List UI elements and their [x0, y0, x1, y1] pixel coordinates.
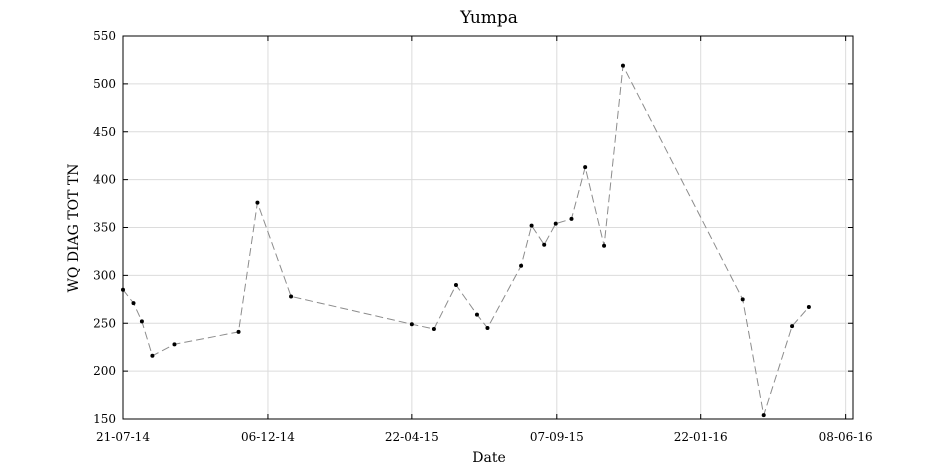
data-point	[542, 242, 547, 247]
y-tick-label: 350	[93, 221, 116, 235]
y-tick-label: 400	[93, 173, 116, 187]
grid	[123, 36, 853, 419]
x-tick-label: 08-06-16	[819, 430, 873, 444]
x-axis-label: Date	[472, 450, 505, 466]
y-tick-label: 250	[93, 316, 116, 330]
data-point	[289, 294, 294, 299]
data-point	[569, 216, 574, 221]
data-point	[553, 221, 558, 226]
data-point	[431, 326, 436, 331]
data-point	[485, 326, 490, 331]
data-point	[529, 223, 534, 228]
data-point	[172, 342, 177, 347]
y-tick-label: 550	[93, 29, 116, 43]
data-point	[474, 312, 479, 317]
x-tick-label: 07-09-15	[530, 430, 584, 444]
data-point	[583, 165, 588, 170]
data-point	[150, 353, 155, 358]
y-tick-label: 200	[93, 364, 116, 378]
y-tick-label: 500	[93, 77, 116, 91]
x-tick-label: 22-01-16	[674, 430, 728, 444]
x-tick-label: 22-04-15	[385, 430, 439, 444]
data-point	[602, 243, 607, 248]
data-point	[139, 319, 144, 324]
x-tick-label: 21-07-14	[96, 430, 150, 444]
y-tick-label: 450	[93, 125, 116, 139]
data-point	[519, 263, 524, 268]
data-point	[131, 301, 136, 306]
data-point	[806, 304, 811, 309]
axis-ticks: 150 200 250 300 350 400 450 500 550 21-07-14 06-12…	[93, 29, 873, 444]
series-layer	[121, 63, 811, 418]
y-axis-label: WQ DIAG TOT TN	[66, 163, 82, 292]
y-tick-label: 150	[93, 412, 116, 426]
data-point	[453, 282, 458, 287]
data-point	[236, 329, 241, 334]
data-point	[409, 322, 414, 327]
y-tick-label: 300	[93, 268, 116, 282]
data-point	[761, 413, 766, 418]
data-point	[620, 63, 625, 68]
series-line	[122, 63, 810, 416]
x-tick-label: 06-12-14	[241, 430, 295, 444]
chart-title: Yumpa	[459, 8, 518, 28]
data-point	[740, 297, 745, 302]
data-point	[790, 324, 795, 329]
data-point	[255, 200, 260, 205]
